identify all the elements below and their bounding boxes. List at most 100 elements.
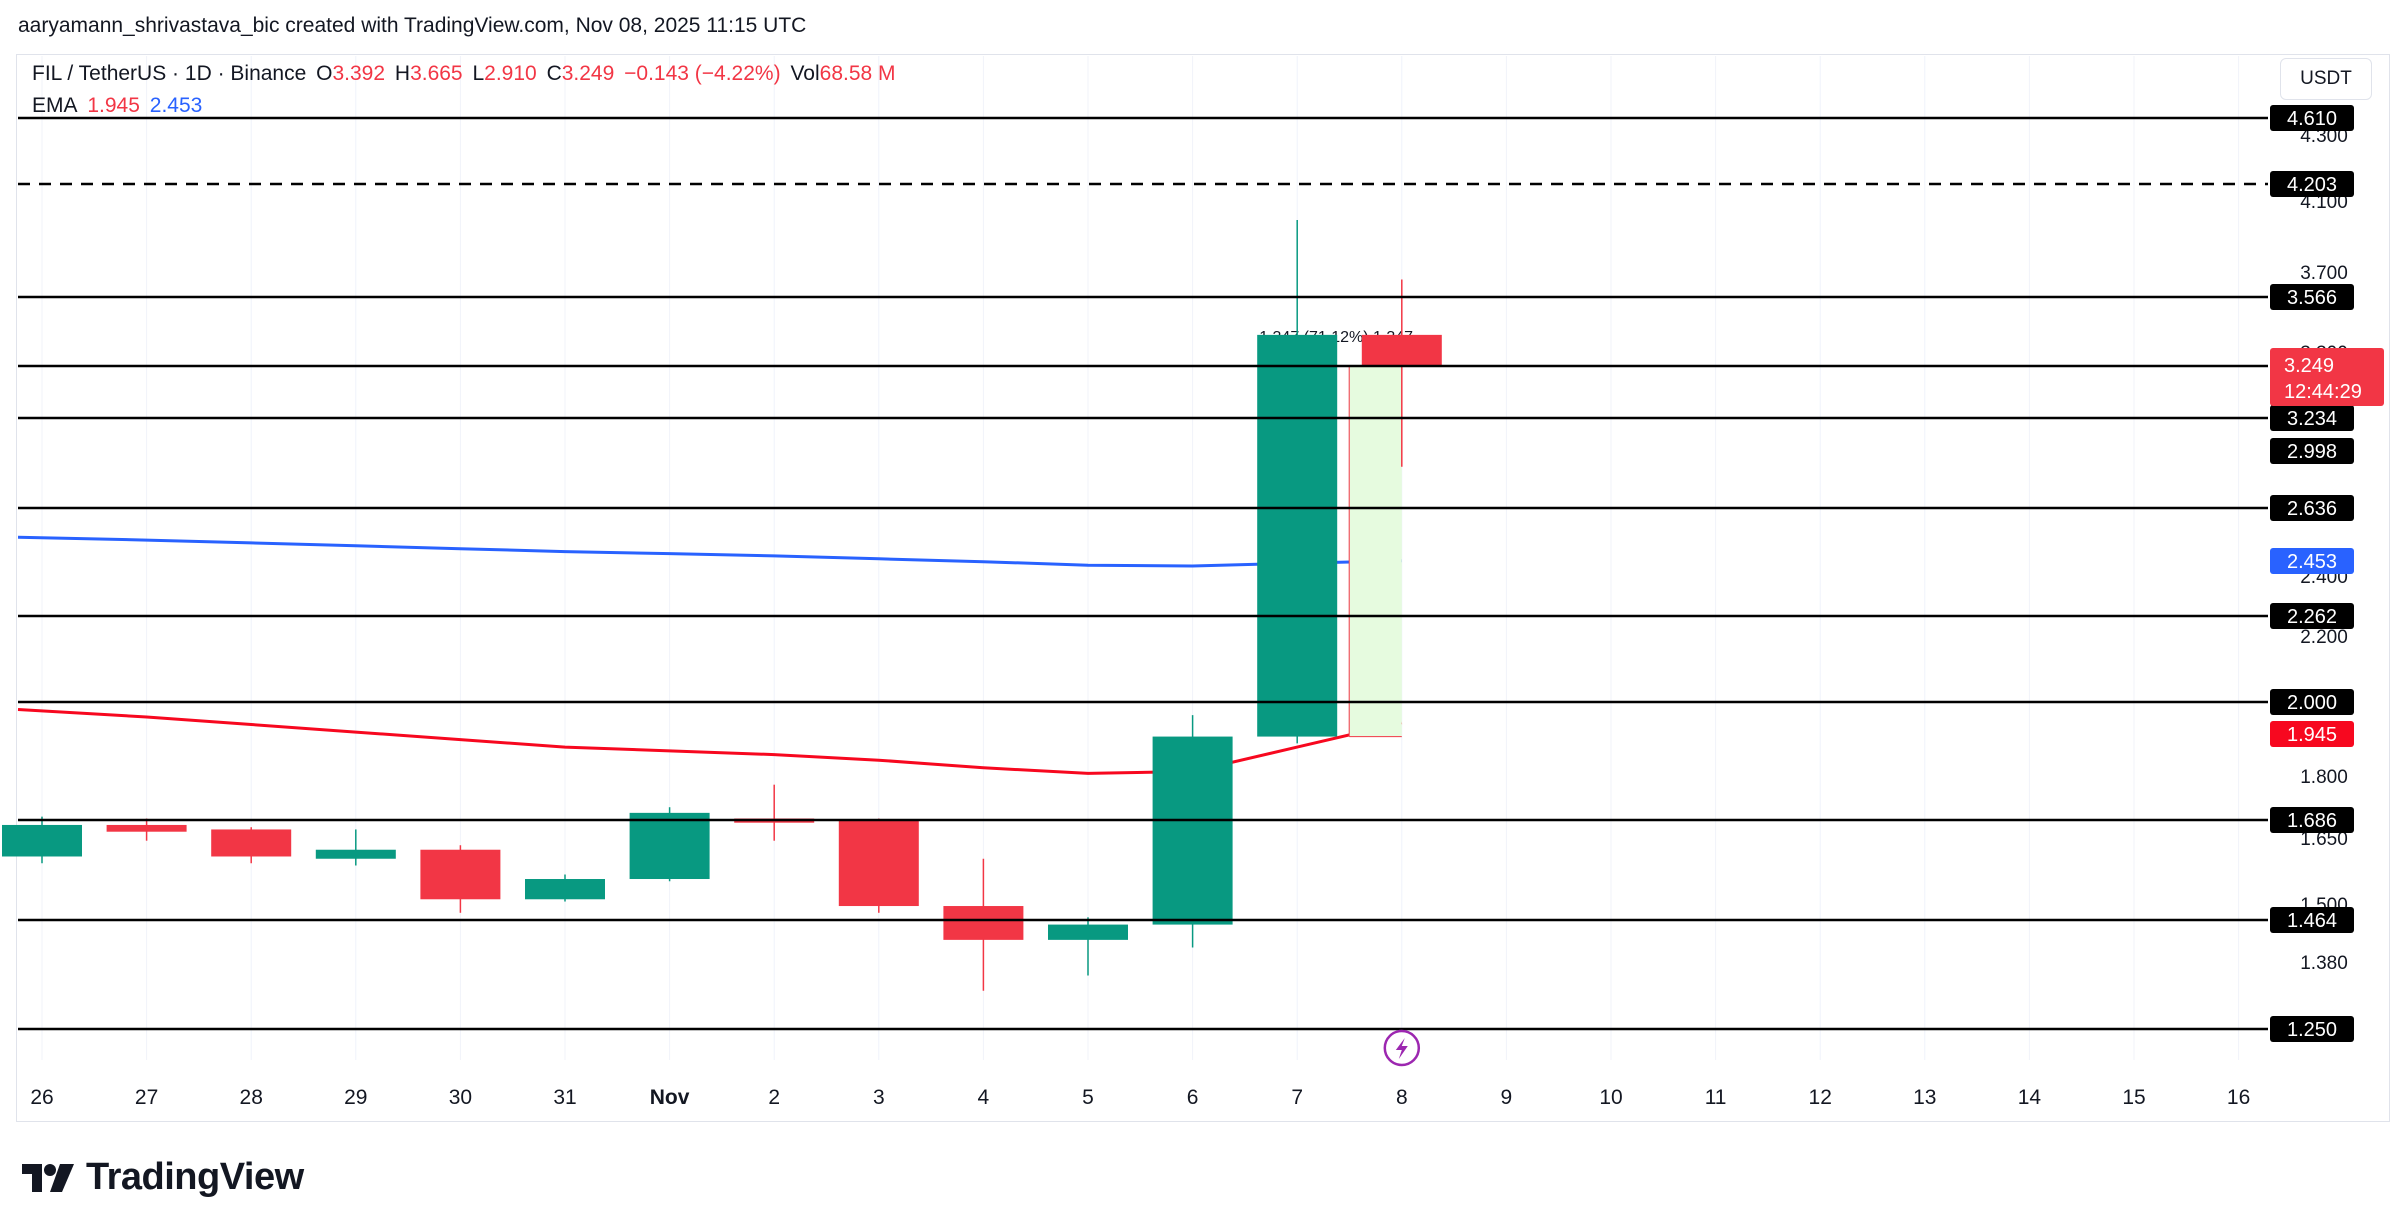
candle-body — [629, 812, 710, 880]
time-tick-label: Nov — [650, 1086, 690, 1109]
candle-body — [315, 849, 396, 859]
time-tick-label: 10 — [1599, 1086, 1622, 1109]
candle-body — [525, 879, 605, 900]
candle-body — [420, 849, 501, 900]
candles — [2, 220, 1442, 991]
candle — [1048, 917, 1128, 976]
level-badge-bg — [2270, 105, 2354, 131]
time-axis: 26 27 28 29 30 31 Nov 2 3 4 5 6 7 8 9 10 11 12 13 14 15 16 — [30, 1086, 2250, 1109]
candle — [629, 807, 710, 882]
candle-body — [1257, 334, 1338, 737]
candle — [525, 874, 605, 902]
candle-body — [106, 824, 187, 832]
time-tick-label: 28 — [240, 1086, 263, 1109]
change-value: −0.143 (−4.22%) — [624, 62, 781, 85]
candle-body — [943, 906, 1024, 940]
open-label: O — [316, 62, 333, 85]
level-badge: 4.610 — [2287, 108, 2337, 130]
candle — [1361, 279, 1442, 467]
chart-credit: aaryamann_shrivastava_bic created with T… — [18, 14, 807, 37]
time-tick-label: 30 — [449, 1086, 472, 1109]
candle — [943, 858, 1024, 991]
level-badge-bg — [2270, 907, 2354, 933]
level-badge: 3.566 — [2287, 287, 2337, 309]
price-tick-label: 3.700 — [2300, 263, 2348, 284]
candle — [838, 818, 919, 913]
time-tick-label: 11 — [1705, 1086, 1727, 1109]
level-badge: 1.250 — [2287, 1019, 2337, 1041]
level-lines — [18, 116, 2268, 1031]
time-tick-label: 29 — [344, 1086, 367, 1109]
level-badge-bg — [2270, 284, 2354, 310]
last-price-badge: 3.249 — [2284, 355, 2334, 377]
ema-fast-badge-bg — [2270, 721, 2354, 747]
countdown-badge: 12:44:29 — [2284, 381, 2362, 403]
level-badge-bg — [2270, 807, 2354, 833]
tradingview-logo-text: TradingView — [86, 1156, 304, 1198]
candle — [1152, 715, 1233, 948]
low-value: 2.910 — [484, 62, 537, 85]
lightning-icon — [1383, 1029, 1421, 1067]
price-badge: 2.998 — [2287, 441, 2337, 463]
grid — [41, 56, 2240, 1060]
close-label: C — [546, 62, 562, 85]
time-tick-label: 9 — [1501, 1086, 1513, 1109]
price-tick-label: 1.800 — [2300, 767, 2348, 788]
candle-body — [211, 829, 292, 857]
time-tick-label: 3 — [873, 1086, 885, 1109]
candle — [1257, 220, 1338, 744]
level-badge-bg — [2270, 689, 2354, 715]
symbol-label[interactable]: FIL / TetherUS · 1D · Binance — [32, 62, 307, 85]
high-label: H — [394, 62, 411, 85]
level-badge: 1.686 — [2287, 810, 2337, 832]
time-tick-label: 4 — [978, 1086, 990, 1109]
tradingview-logo[interactable]: TradingView — [20, 1156, 304, 1199]
candle — [211, 827, 292, 864]
ema-legend: EMA 1.945 2.453 — [32, 94, 206, 118]
volume-value: 68.58 M — [819, 62, 896, 85]
chart-frame — [16, 54, 2390, 1122]
ema-label[interactable]: EMA — [32, 94, 78, 117]
level-badge: 2.262 — [2287, 606, 2337, 628]
lightning-icon-bolt — [1395, 1038, 1408, 1059]
high-value: 3.665 — [410, 62, 463, 85]
level-badge-bg — [2270, 171, 2354, 197]
open-value: 3.392 — [332, 62, 386, 85]
ema-slow-badge: 2.453 — [2287, 551, 2337, 573]
time-tick-label: 6 — [1187, 1086, 1199, 1109]
candle-body — [838, 820, 919, 907]
time-tick-label: 13 — [1913, 1086, 1936, 1109]
candle-body — [1152, 736, 1233, 925]
last-price-badge-bg — [2270, 348, 2384, 406]
candle — [2, 816, 82, 864]
candle-body — [1361, 334, 1442, 366]
candle-body — [2, 824, 82, 857]
time-tick-label: 12 — [1809, 1086, 1832, 1109]
level-badge-bg — [2270, 603, 2354, 629]
tradingview-logo-icon — [22, 1163, 74, 1192]
candle — [106, 818, 187, 841]
candle — [420, 845, 501, 913]
price-tick-label: 4.100 — [2300, 192, 2348, 213]
time-tick-label: 31 — [553, 1086, 576, 1109]
volume-label: Vol — [790, 62, 820, 85]
time-tick-label: 27 — [135, 1086, 158, 1109]
level-badge: 2.636 — [2287, 498, 2337, 520]
ohlc-legend: FIL / TetherUS · 1D · Binance O3.392 H3.… — [32, 62, 900, 86]
ema-slow-value: 2.453 — [149, 94, 203, 117]
price-badge-bg — [2270, 438, 2354, 464]
time-tick-label: 7 — [1291, 1086, 1303, 1109]
level-badge-bg — [2270, 405, 2354, 431]
level-badge-bg — [2270, 495, 2354, 521]
time-tick-label: 15 — [2122, 1086, 2145, 1109]
candle — [734, 784, 815, 841]
candle — [315, 829, 396, 866]
projection-area — [1349, 366, 1402, 737]
time-tick-label: 8 — [1396, 1086, 1408, 1109]
price-tick-label: 4.300 — [2300, 126, 2348, 147]
time-tick-label: 14 — [2018, 1086, 2042, 1109]
level-badge: 3.234 — [2287, 408, 2337, 430]
currency-button[interactable]: USDT — [2280, 58, 2372, 100]
time-tick-label: 26 — [30, 1086, 53, 1109]
